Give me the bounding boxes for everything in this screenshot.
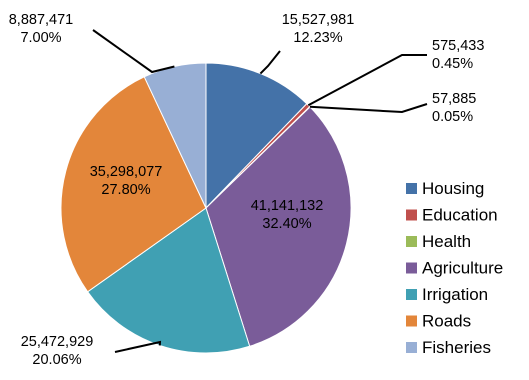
data-label-value-roads: 35,298,077 — [90, 164, 163, 180]
pie-slices — [60, 62, 352, 354]
data-labels: 15,527,981 12.23% 575,433 0.45% 57,885 0.05% 4… — [9, 12, 485, 368]
pie-slice-roads — [60, 76, 207, 293]
legend: Housing Education Health Agriculture Irrigat… — [406, 179, 503, 357]
legend-label-fisheries: Fisheries — [422, 338, 491, 357]
legend-label-irrigation: Irrigation — [422, 285, 488, 304]
data-label-value-health: 57,885 — [432, 91, 476, 107]
data-label-percent-housing: 12.23% — [293, 30, 342, 46]
data-label-value-agriculture: 41,141,132 — [251, 198, 324, 214]
data-label-value-housing: 15,527,981 — [282, 12, 355, 28]
legend-swatch-irrigation — [406, 289, 417, 300]
pie-slice-agriculture — [205, 106, 352, 347]
data-label-percent-irrigation: 20.06% — [32, 352, 81, 368]
legend-label-housing: Housing — [422, 179, 484, 198]
leader-line-irrigation — [114, 340, 162, 353]
legend-swatch-education — [406, 209, 417, 221]
leader-lines — [92, 29, 428, 353]
leader-line-health — [309, 103, 428, 114]
data-label-percent-agriculture: 32.40% — [262, 216, 311, 232]
data-label-percent-roads: 27.80% — [101, 182, 150, 198]
data-label-value-education: 575,433 — [432, 38, 484, 54]
legend-label-agriculture: Agriculture — [422, 259, 503, 278]
leader-line-housing — [259, 50, 281, 75]
leader-line-fisheries — [92, 29, 175, 74]
legend-label-roads: Roads — [422, 312, 471, 331]
data-label-percent-health: 0.05% — [432, 109, 473, 125]
data-label-value-fisheries: 8,887,471 — [9, 12, 74, 28]
legend-swatch-fisheries — [406, 342, 417, 353]
legend-label-education: Education — [422, 206, 498, 225]
data-label-percent-fisheries: 7.00% — [20, 30, 61, 46]
legend-swatch-health — [406, 236, 417, 247]
pie-slice-housing — [205, 62, 308, 210]
legend-label-health: Health — [422, 232, 471, 251]
legend-swatch-agriculture — [406, 262, 417, 274]
leader-line-education — [307, 54, 427, 107]
legend-swatch-roads — [406, 315, 417, 327]
legend-swatch-housing — [406, 183, 417, 194]
data-label-percent-education: 0.45% — [432, 56, 473, 72]
data-label-value-irrigation: 25,472,929 — [21, 334, 94, 350]
